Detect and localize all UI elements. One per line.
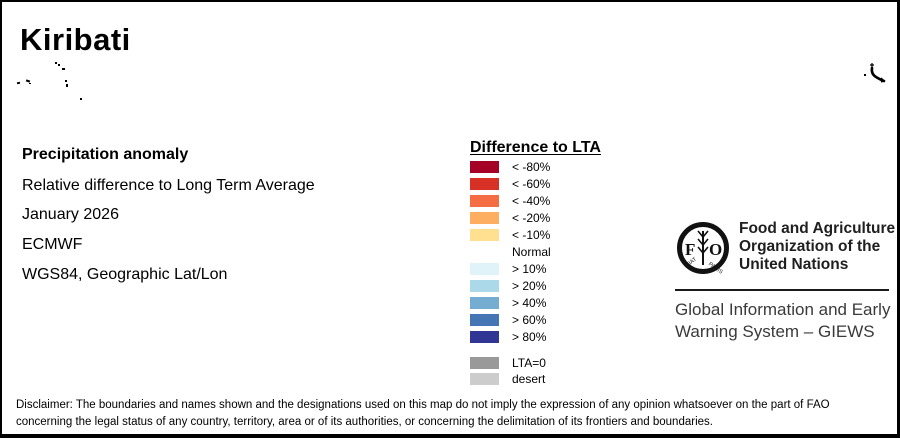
legend-row: < -80%: [470, 159, 551, 174]
map-subject-heading: Precipitation anomaly: [22, 146, 189, 163]
legend-swatch: [470, 194, 499, 207]
legend-label: < -40%: [512, 193, 551, 208]
island-dot: [16, 81, 21, 85]
legend-row: < -20%: [470, 210, 551, 225]
legend-label: < -20%: [512, 210, 551, 225]
map-method-line: Relative difference to Long Term Average: [22, 177, 315, 194]
legend-label: > 40%: [512, 295, 547, 310]
svg-text:O: O: [709, 240, 722, 259]
island-dot: [29, 83, 31, 84]
giews-caption-line: Warning System – GIEWS: [675, 322, 875, 341]
disclaimer-text: Disclaimer: The boundaries and names sho…: [16, 397, 891, 431]
fao-org-name-line: United Nations: [739, 256, 849, 273]
legend-swatch: [470, 372, 499, 385]
legend-label: > 10%: [512, 261, 547, 276]
island-kiritimati-shape: [864, 63, 886, 83]
legend-swatch: [470, 177, 499, 190]
fao-divider-rule: [675, 289, 889, 291]
legend-label: desert: [512, 371, 546, 386]
legend-row: > 40%: [470, 295, 547, 310]
legend-row: LTA=0: [470, 355, 546, 370]
island-dot: [66, 84, 68, 87]
island-dot: [80, 98, 82, 100]
fao-logo-icon: F O FIAT PANIS: [677, 222, 729, 276]
legend-swatch: [470, 160, 499, 173]
giews-caption: Global Information and Early Warning Sys…: [675, 299, 890, 343]
legend-row: > 20%: [470, 278, 547, 293]
legend-swatch: [470, 330, 499, 343]
legend-row: Normal: [470, 244, 551, 259]
giews-caption-line: Global Information and Early: [675, 300, 891, 319]
legend-label: < -60%: [512, 176, 551, 191]
legend-row: > 80%: [470, 329, 547, 344]
map-source-line: ECMWF: [22, 236, 83, 253]
legend-row: < -60%: [470, 176, 551, 191]
legend-row: > 10%: [470, 261, 547, 276]
island-dot: [58, 64, 60, 66]
legend-row: desert: [470, 371, 546, 386]
legend-swatch: [470, 313, 499, 326]
legend-swatch: [470, 296, 499, 309]
legend-label: > 60%: [512, 312, 547, 327]
legend-label: Normal: [512, 244, 551, 259]
fao-org-name-line: Food and Agriculture: [739, 220, 896, 237]
island-dot: [65, 80, 67, 82]
svg-text:F: F: [685, 240, 695, 259]
legend-label: LTA=0: [512, 355, 546, 370]
legend-swatch: [470, 211, 499, 224]
legend-row: < -40%: [470, 193, 551, 208]
legend-row: > 60%: [470, 312, 547, 327]
legend-swatch: [470, 228, 499, 241]
island-dot: [55, 62, 57, 64]
page-title: Kiribati: [20, 22, 131, 57]
island-dot: [62, 68, 65, 70]
legend-label: > 20%: [512, 278, 547, 293]
map-date-line: January 2026: [22, 206, 119, 223]
legend-label: < -10%: [512, 227, 551, 242]
disclaimer-line: Disclaimer: The boundaries and names sho…: [16, 399, 830, 411]
disclaimer-line: concerning the legal status of any count…: [16, 416, 713, 428]
legend-row: < -10%: [470, 227, 551, 242]
fao-org-name-line: Organization of the: [739, 238, 881, 255]
legend-swatch: [470, 262, 499, 275]
legend-label: < -80%: [512, 159, 551, 174]
legend-swatch: [470, 279, 499, 292]
map-projection-line: WGS84, Geographic Lat/Lon: [22, 266, 228, 283]
fao-org-name: Food and Agriculture Organization of the…: [739, 220, 895, 274]
legend-swatch: [470, 245, 499, 258]
legend-title: Difference to LTA: [470, 139, 601, 156]
legend-swatch: [470, 356, 499, 369]
legend-label: > 80%: [512, 329, 547, 344]
